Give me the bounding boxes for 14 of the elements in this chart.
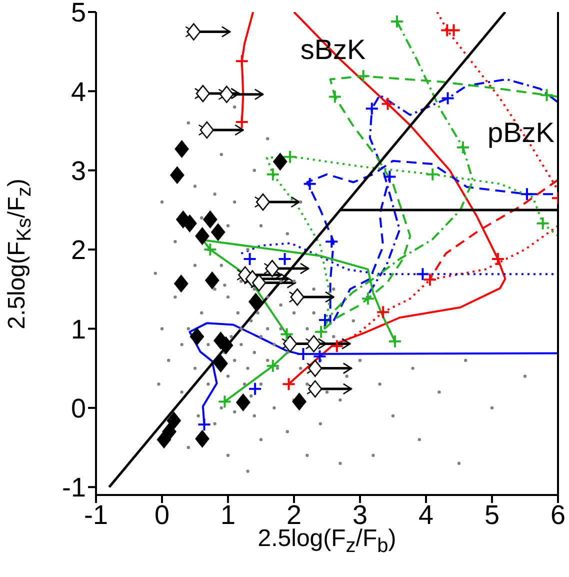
x-tick-label: 0 — [154, 500, 170, 530]
y-tick-label: 1 — [70, 314, 86, 344]
y-tick-label: 4 — [70, 76, 86, 107]
x-tick-label: 4 — [418, 500, 434, 530]
x-tick-label: 6 — [550, 500, 566, 530]
y-tick-label: 2 — [70, 235, 86, 266]
x-tick-label: 5 — [484, 500, 500, 530]
x-axis-title: 2.5log(F$_{z}$/F$_{b}$) — [258, 525, 396, 557]
y-tick-label: 0 — [70, 393, 86, 424]
y-tick-label: 5 — [70, 0, 86, 28]
y-tick-label: 3 — [70, 156, 86, 186]
x-tick-label: 1 — [220, 500, 236, 530]
annotation: pBzK — [488, 117, 554, 149]
y-tick-label: -1 — [62, 472, 86, 503]
